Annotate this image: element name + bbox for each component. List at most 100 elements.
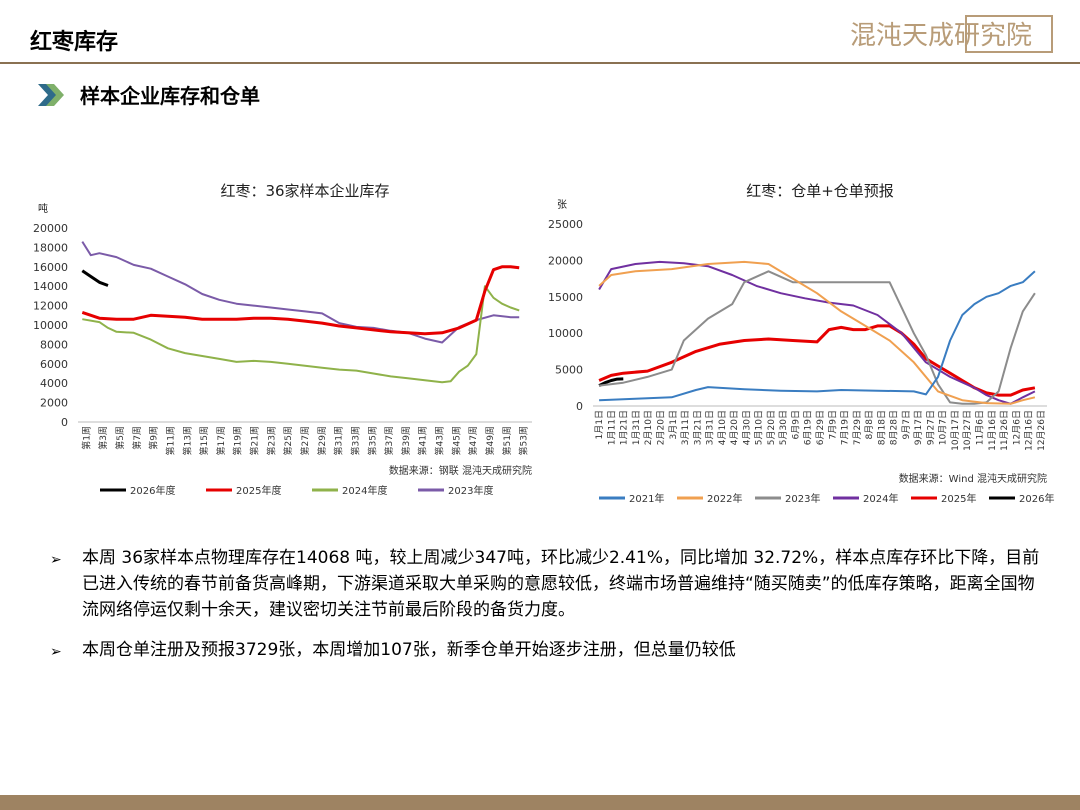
y-tick-label: 18000 <box>33 241 68 254</box>
x-tick-label: 8月18日 <box>876 410 887 445</box>
x-tick-label: 1月31日 <box>631 410 642 445</box>
x-tick-label: 第5周 <box>114 426 126 450</box>
y-axis-unit: 张 <box>557 199 567 211</box>
y-tick-label: 16000 <box>33 261 68 274</box>
x-tick-label: 7月9日 <box>827 410 838 439</box>
section-header: 样本企业库存和仓单 <box>38 80 260 109</box>
page-title: 红枣库存 <box>30 30 119 55</box>
x-tick-label: 第9周 <box>148 426 160 450</box>
series-line <box>598 377 624 387</box>
x-tick-label: 8月8日 <box>864 410 875 439</box>
x-tick-label: 第49周 <box>484 426 496 455</box>
x-tick-label: 1月21日 <box>619 410 630 445</box>
x-tick-label: 第7周 <box>131 426 143 450</box>
legend-label: 2024年 <box>863 492 898 505</box>
legend-label: 2026年度 <box>130 484 175 497</box>
series-line <box>599 270 1036 402</box>
legend-label: 2023年度 <box>448 484 493 497</box>
x-tick-label: 6月9日 <box>790 410 801 439</box>
inventory-chart: 红枣：36家样本企业库存吨200001800016000140001200010… <box>33 182 532 497</box>
y-tick-label: 0 <box>61 416 68 429</box>
x-tick-label: 第13周 <box>181 426 193 455</box>
x-tick-label: 5月10日 <box>754 410 765 445</box>
bullet-item: ➢ 本周仓单注册及预报3729张，本周增加107张，新季仓单开始逐步注册，但总量… <box>50 637 1050 665</box>
title-divider <box>0 62 1080 64</box>
arrow-bullet-icon: ➢ <box>50 644 62 660</box>
y-tick-label: 4000 <box>40 377 68 390</box>
y-tick-label: 8000 <box>40 338 68 351</box>
chart-title: 红枣：仓单+仓单预报 <box>746 182 894 200</box>
x-tick-label: 9月7日 <box>901 410 912 439</box>
x-tick-label: 7月19日 <box>840 410 851 445</box>
x-tick-label: 2月20日 <box>655 410 666 445</box>
x-tick-label: 1月11日 <box>606 410 617 445</box>
legend-label: 2022年 <box>707 492 742 505</box>
x-tick-label: 第41周 <box>417 426 429 455</box>
series-line <box>81 241 520 344</box>
x-tick-label: 3月1日 <box>668 410 679 439</box>
y-axis-unit: 吨 <box>38 202 48 215</box>
x-tick-label: 第3周 <box>97 426 109 450</box>
x-tick-label: 10月7日 <box>938 410 949 445</box>
bullet-list: ➢ 本周 36家样本点物理库存在14068 吨，较上周减少347吨，环比减少2.… <box>50 545 1050 679</box>
x-tick-label: 第45周 <box>450 426 462 455</box>
x-tick-label: 1月1日 <box>594 410 605 439</box>
bullet-text: 本周仓单注册及预报3729张，本周增加107张，新季仓单开始逐步注册，但总量仍较… <box>82 640 736 660</box>
x-tick-label: 6月29日 <box>815 410 826 445</box>
x-tick-label: 8月28日 <box>889 410 900 445</box>
legend-label: 2024年度 <box>342 484 387 497</box>
x-tick-label: 6月19日 <box>803 410 814 445</box>
series-line <box>81 265 520 336</box>
y-tick-label: 10000 <box>33 319 68 332</box>
x-tick-label: 4月30日 <box>741 410 752 445</box>
x-tick-label: 第15周 <box>198 426 210 455</box>
legend-label: 2021年 <box>629 492 664 505</box>
x-tick-label: 9月27日 <box>925 410 936 445</box>
x-tick-label: 2月10日 <box>643 410 654 445</box>
x-tick-label: 第19周 <box>232 426 244 455</box>
y-tick-label: 0 <box>576 400 583 413</box>
series-line <box>82 285 520 384</box>
x-tick-label: 9月17日 <box>913 410 924 445</box>
legend-label: 2026年 <box>1019 492 1054 505</box>
x-tick-label: 第21周 <box>249 426 261 455</box>
x-tick-label: 第23周 <box>265 426 277 455</box>
x-tick-label: 3月31日 <box>705 410 716 445</box>
x-tick-label: 第47周 <box>467 426 479 455</box>
bullet-text: 本周 36家样本点物理库存在14068 吨，较上周减少347吨，环比减少2.41… <box>82 548 1040 620</box>
x-tick-label: 第33周 <box>349 426 361 455</box>
chevron-right-icon <box>38 83 64 106</box>
legend-label: 2025年度 <box>236 484 281 497</box>
legend-label: 2025年 <box>941 492 976 505</box>
x-tick-label: 第39周 <box>400 426 412 455</box>
x-tick-label: 11月6日 <box>975 410 986 445</box>
x-tick-label: 4月20日 <box>729 410 740 445</box>
x-tick-label: 第1周 <box>80 426 92 450</box>
y-tick-label: 15000 <box>548 291 583 304</box>
y-tick-label: 25000 <box>548 218 583 231</box>
footer-bar <box>0 795 1080 810</box>
x-tick-label: 第27周 <box>299 426 311 455</box>
series-line <box>598 260 1036 405</box>
x-tick-label: 第53周 <box>518 426 530 455</box>
x-tick-label: 12月26日 <box>1036 410 1047 451</box>
x-tick-label: 3月21日 <box>692 410 703 445</box>
x-tick-label: 12月16日 <box>1024 410 1035 451</box>
arrow-bullet-icon: ➢ <box>50 552 62 568</box>
y-tick-label: 2000 <box>40 397 68 410</box>
source-note: 数据来源：钢联 混沌天成研究院 <box>389 464 532 477</box>
y-tick-label: 5000 <box>555 364 583 377</box>
y-tick-label: 20000 <box>548 254 583 267</box>
x-tick-label: 3月11日 <box>680 410 691 445</box>
series-line <box>81 269 109 287</box>
x-tick-label: 第31周 <box>333 426 345 455</box>
x-tick-label: 第51周 <box>501 426 513 455</box>
bullet-item: ➢ 本周 36家样本点物理库存在14068 吨，较上周减少347吨，环比减少2.… <box>50 545 1050 623</box>
x-tick-label: 第37周 <box>383 426 395 455</box>
source-note: 数据来源：Wind 混沌天成研究院 <box>899 472 1047 485</box>
chart-title: 红枣：36家样本企业库存 <box>220 182 389 200</box>
x-tick-label: 5月30日 <box>778 410 789 445</box>
x-tick-label: 4月10日 <box>717 410 728 445</box>
y-tick-label: 12000 <box>33 300 68 313</box>
x-tick-label: 7月29日 <box>852 410 863 445</box>
